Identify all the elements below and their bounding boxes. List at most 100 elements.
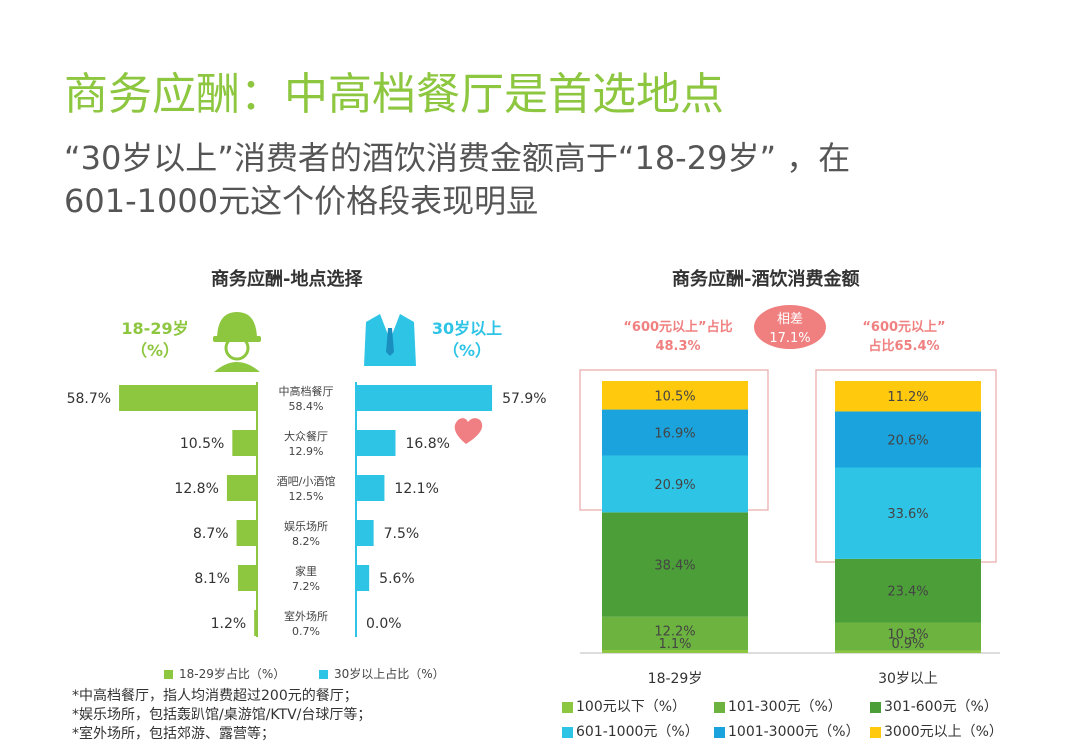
bar-young-1 — [232, 430, 257, 456]
footnote-1: *中高档餐厅，指人均消费超过200元的餐厅； — [72, 688, 358, 704]
label-young-1: 10.5% — [180, 436, 224, 452]
annotation-mid-line1: 相差 — [777, 312, 803, 327]
group-right-label: 30岁以上 （%） — [412, 318, 522, 362]
butterfly-chart: 58.7% 57.9% 中高档餐厅 58.4% 10.5% 16.8% 大众餐厅 12.9% 1… — [67, 384, 547, 638]
legend-item-301-600: 301-600元（%） — [870, 696, 998, 716]
annotation-left-line2: 48.3% — [655, 339, 700, 354]
bar-older-3 — [356, 520, 374, 546]
bar-older-2 — [356, 475, 385, 501]
segment-label-0-5: 10.5% — [654, 389, 695, 404]
label-older-3: 7.5% — [384, 526, 420, 542]
segment-1-5 — [835, 381, 981, 412]
label-older-2: 12.1% — [394, 481, 438, 497]
legend-item-gt3000: 3000元以上（%） — [870, 721, 1003, 741]
page-title: 商务应酬：中高档餐厅是首选地点 — [64, 69, 724, 120]
label-older-4: 5.6% — [379, 571, 415, 587]
segment-0-1 — [602, 616, 748, 651]
label-older-0: 57.9% — [502, 391, 546, 407]
annotation-right-line1: “600元以上” — [862, 320, 945, 335]
annotation-mid-line2: 17.1% — [769, 331, 810, 346]
segment-0-2 — [602, 512, 748, 617]
segment-0-5 — [602, 381, 748, 410]
group-left-label: 18-29岁 （%） — [100, 318, 210, 362]
segment-label-0-2: 38.4% — [654, 559, 695, 574]
label-young-5: 1.2% — [211, 616, 247, 632]
legend-swatch-young — [164, 670, 173, 679]
annotation-left-line1: “600元以上”占比 — [623, 319, 732, 335]
annotation-group — [754, 305, 826, 349]
segment-0-3 — [602, 455, 748, 513]
segment-label-1-5: 11.2% — [887, 390, 928, 405]
footnote-2: *娱乐场所，包括轰趴馆/桌游馆/KTV/台球厅等； — [72, 707, 372, 723]
young-person-icon — [213, 312, 261, 372]
label-older-5: 0.0% — [366, 616, 402, 632]
label-young-2: 12.8% — [174, 481, 218, 497]
stacked-chart: 1.1%12.2%38.4%20.9%16.9%10.5%18-29岁0.9%1… — [602, 381, 981, 687]
category-overall-5: 0.7% — [292, 625, 320, 638]
label-young-3: 8.7% — [193, 526, 229, 542]
category-overall-0: 58.4% — [289, 400, 324, 413]
bar-young-0 — [119, 385, 258, 411]
segment-label-1-0: 0.9% — [891, 637, 924, 652]
segment-label-0-1: 12.2% — [654, 624, 695, 639]
legend-swatch-older — [318, 670, 328, 679]
suit-icon — [364, 314, 416, 366]
right-chart-title: 商务应酬-酒饮消费金额 — [672, 269, 860, 290]
category-overall-2: 12.5% — [289, 490, 324, 503]
category-label-5: 室外场所 — [284, 609, 328, 623]
legend-item-101-300: 101-300元（%） — [714, 696, 842, 716]
group-right-label-line1: 30岁以上 — [431, 319, 503, 338]
segment-1-1 — [835, 622, 981, 651]
segment-label-0-3: 20.9% — [654, 478, 695, 493]
page-subtitle-line2: 601-1000元这个价格段表现明显 — [64, 182, 539, 220]
legend-label-young: 18-29岁占比（%） — [179, 667, 286, 681]
heart-icon — [454, 418, 483, 444]
footnote-3: *室外场所，包括郊游、露营等； — [72, 726, 275, 742]
category-overall-3: 8.2% — [292, 535, 320, 548]
annotation-right-line2: 占比65.4% — [868, 338, 939, 354]
bar-young-4 — [237, 565, 257, 591]
segment-1-0 — [835, 650, 981, 653]
bar-older-0 — [356, 385, 493, 411]
category-overall-4: 7.2% — [292, 580, 320, 593]
stack-category-1: 30岁以上 — [878, 671, 938, 687]
segment-0-4 — [602, 409, 748, 456]
segment-0-0 — [602, 650, 748, 653]
segment-label-1-3: 33.6% — [887, 507, 928, 522]
legend-item-601-1000: 601-1000元（%） — [562, 721, 699, 741]
bar-young-3 — [236, 520, 257, 546]
legend-label-older: 30岁以上占比（%） — [333, 667, 445, 681]
category-label-3: 娱乐场所 — [284, 519, 328, 533]
legend-item-lt100: 100元以下（%） — [562, 696, 686, 716]
label-older-1: 16.8% — [405, 436, 449, 452]
category-label-1: 大众餐厅 — [284, 429, 328, 443]
left-chart-title: 商务应酬-地点选择 — [211, 269, 363, 290]
page-subtitle-line1: “30岁以上”消费者的酒饮消费金额高于“18-29岁” ，在 — [64, 139, 851, 177]
group-left-label-line2: （%） — [130, 341, 180, 360]
group-right-label-line2: （%） — [442, 341, 492, 360]
category-label-2: 酒吧/小酒馆 — [277, 474, 336, 488]
bar-young-2 — [226, 475, 257, 501]
left-legend: 18-29岁占比（%） 30岁以上占比（%） — [164, 665, 445, 682]
footnotes: *中高档餐厅，指人均消费超过200元的餐厅； *娱乐场所，包括轰趴馆/桌游馆/K… — [72, 687, 371, 744]
segment-1-3 — [835, 467, 981, 559]
category-label-4: 家里 — [295, 564, 317, 578]
segment-label-1-1: 10.3% — [887, 628, 928, 643]
category-overall-1: 12.9% — [289, 445, 324, 458]
group-left-label-line1: 18-29岁 — [121, 319, 189, 338]
segment-label-0-0: 1.1% — [658, 637, 691, 652]
stack-category-0: 18-29岁 — [648, 671, 703, 687]
segment-label-1-4: 20.6% — [887, 433, 928, 448]
difference-bubble — [754, 305, 826, 349]
bar-older-1 — [356, 430, 396, 456]
label-young-4: 8.1% — [194, 571, 230, 587]
category-label-0: 中高档餐厅 — [279, 384, 334, 398]
legend-item-1001-3000: 1001-3000元（%） — [714, 721, 860, 741]
bar-young-5 — [254, 610, 257, 636]
bar-older-4 — [356, 565, 370, 591]
segment-1-4 — [835, 411, 981, 468]
segment-label-0-4: 16.9% — [654, 427, 695, 442]
label-young-0: 58.7% — [67, 391, 111, 407]
segment-1-2 — [835, 558, 981, 623]
